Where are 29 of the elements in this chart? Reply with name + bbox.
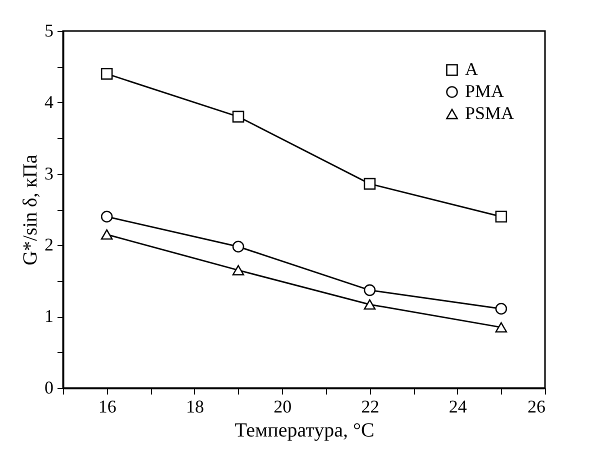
y-tick-label: 2 — [44, 234, 54, 255]
x-tick-label: 22 — [361, 396, 380, 416]
y-tick-label: 3 — [44, 163, 54, 184]
x-axis-title: Температура, °C — [234, 420, 374, 442]
x-tick-label: 18 — [186, 396, 204, 416]
y-tick-label: 5 — [44, 20, 54, 40]
legend-label: PSMA — [465, 103, 514, 123]
point — [232, 265, 244, 276]
y-tick-label: 0 — [44, 378, 54, 398]
point — [100, 68, 113, 80]
point — [364, 178, 376, 190]
point — [495, 302, 508, 315]
point — [100, 229, 113, 240]
point — [232, 240, 244, 253]
legend-label: PMA — [465, 81, 504, 101]
x-tick-label: 16 — [98, 396, 116, 416]
point — [495, 210, 508, 223]
point — [100, 210, 113, 223]
point — [364, 299, 376, 310]
y-axis-title: G*/sin δ, кПа — [20, 154, 42, 266]
y-tick-label: 1 — [44, 306, 54, 326]
x-tick-label: 24 — [448, 396, 467, 416]
x-tick-label: 26 — [528, 396, 546, 416]
legend-label: A — [465, 59, 478, 79]
y-tick-label: 4 — [44, 92, 54, 112]
point — [232, 110, 244, 123]
x-tick-label: 20 — [274, 396, 292, 416]
point — [495, 322, 508, 332]
point — [364, 284, 376, 296]
